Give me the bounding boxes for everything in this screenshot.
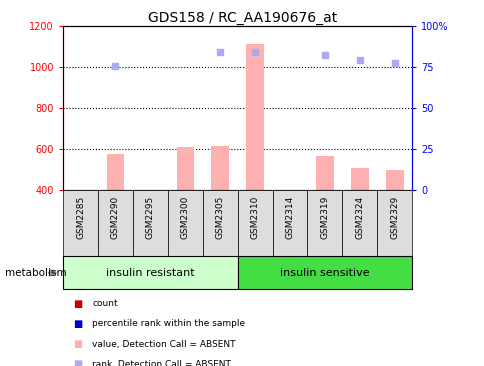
Bar [176,147,194,190]
Text: GSM2310: GSM2310 [250,195,259,239]
Bar [133,190,167,256]
Bar [272,190,307,256]
Text: percentile rank within the sample: percentile rank within the sample [92,320,245,328]
Text: ■: ■ [73,319,82,329]
Text: rank, Detection Call = ABSENT: rank, Detection Call = ABSENT [92,360,230,366]
Text: insulin resistant: insulin resistant [106,268,194,278]
Text: GSM2314: GSM2314 [285,195,294,239]
Text: value, Detection Call = ABSENT: value, Detection Call = ABSENT [92,340,235,348]
Bar [385,170,403,190]
Text: GSM2290: GSM2290 [111,195,120,239]
Text: GDS158 / RC_AA190676_at: GDS158 / RC_AA190676_at [148,11,336,25]
Text: insulin sensitive: insulin sensitive [280,268,369,278]
Bar [63,190,98,256]
Bar [202,190,237,256]
Bar [307,190,342,256]
Bar [316,156,333,190]
Text: count: count [92,299,118,308]
Bar [167,190,202,256]
Text: ■: ■ [73,339,82,349]
Bar [350,168,368,190]
Text: ■: ■ [73,299,82,309]
Bar [237,190,272,256]
Text: GSM2329: GSM2329 [390,195,398,239]
Text: GSM2300: GSM2300 [181,195,189,239]
Bar [342,190,377,256]
Text: GSM2295: GSM2295 [146,195,154,239]
Bar [106,154,124,190]
Text: GSM2319: GSM2319 [320,195,329,239]
Text: ■: ■ [73,359,82,366]
Bar [63,256,237,289]
Text: GSM2324: GSM2324 [355,195,363,239]
Text: metabolism: metabolism [5,268,66,278]
Text: GSM2285: GSM2285 [76,195,85,239]
Bar [98,190,133,256]
Text: GSM2305: GSM2305 [215,195,224,239]
Bar [211,146,228,190]
Bar [237,256,411,289]
Bar [377,190,411,256]
Bar [246,44,263,190]
